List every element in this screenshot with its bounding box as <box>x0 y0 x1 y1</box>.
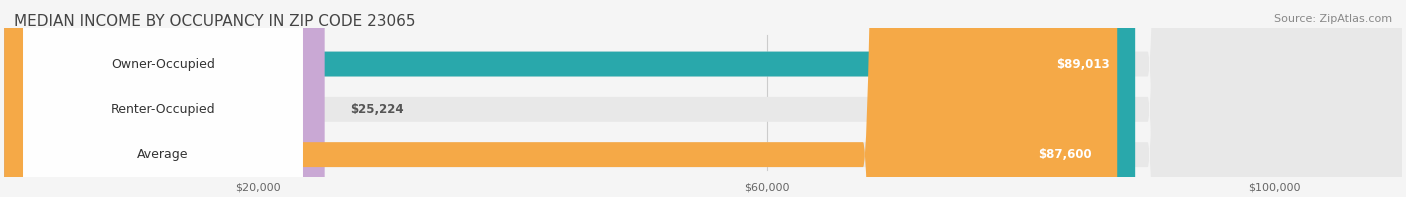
FancyBboxPatch shape <box>4 0 1118 197</box>
FancyBboxPatch shape <box>24 0 302 197</box>
Text: $87,600: $87,600 <box>1038 148 1092 161</box>
Text: $25,224: $25,224 <box>350 103 404 116</box>
Text: Renter-Occupied: Renter-Occupied <box>111 103 215 116</box>
Text: $89,013: $89,013 <box>1056 58 1109 71</box>
Text: Average: Average <box>138 148 188 161</box>
Text: Source: ZipAtlas.com: Source: ZipAtlas.com <box>1274 14 1392 24</box>
FancyBboxPatch shape <box>24 0 302 197</box>
FancyBboxPatch shape <box>24 0 302 197</box>
Text: Owner-Occupied: Owner-Occupied <box>111 58 215 71</box>
FancyBboxPatch shape <box>4 0 1402 197</box>
FancyBboxPatch shape <box>4 0 1135 197</box>
Text: MEDIAN INCOME BY OCCUPANCY IN ZIP CODE 23065: MEDIAN INCOME BY OCCUPANCY IN ZIP CODE 2… <box>14 14 416 29</box>
FancyBboxPatch shape <box>4 0 325 197</box>
FancyBboxPatch shape <box>4 0 1402 197</box>
FancyBboxPatch shape <box>4 0 1402 197</box>
